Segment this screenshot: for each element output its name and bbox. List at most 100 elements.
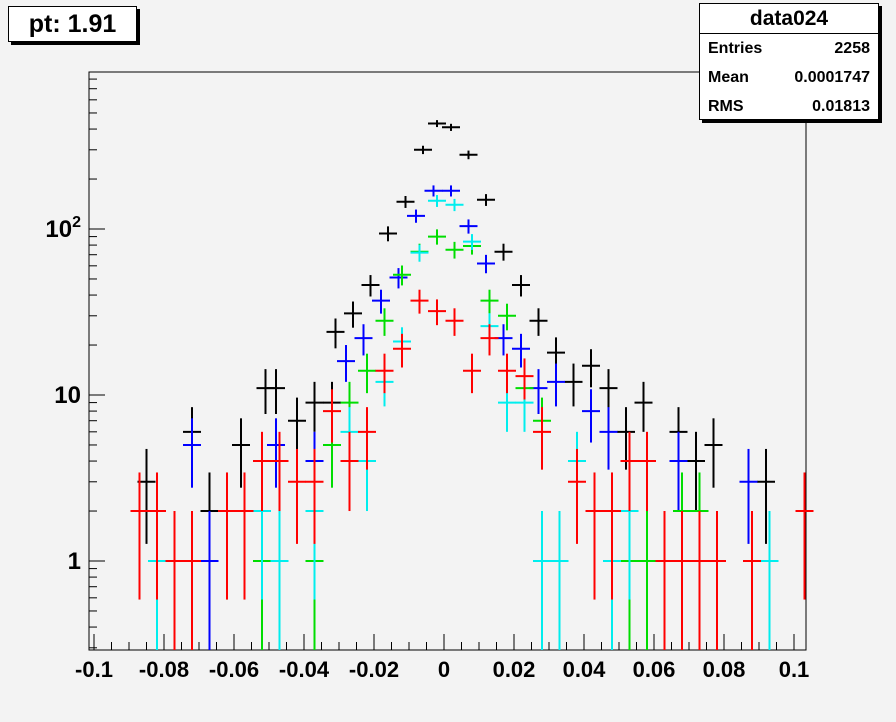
y-axis-minor-ticks (89, 78, 105, 649)
data-point (428, 299, 446, 326)
data-point (533, 511, 551, 650)
data-point (428, 195, 446, 207)
data-point (599, 407, 618, 470)
data-point (599, 369, 618, 414)
data-point (445, 198, 464, 212)
data-point (655, 511, 674, 650)
data-point (253, 431, 271, 512)
data-point (498, 303, 516, 331)
data-point (200, 511, 219, 650)
data-point (218, 472, 236, 600)
data-point (428, 120, 446, 128)
data-point (340, 431, 359, 512)
data-point (337, 345, 355, 382)
data-point (582, 389, 600, 443)
data-point (428, 229, 446, 245)
y-tick-label: 1 (68, 548, 81, 575)
data-point (585, 472, 604, 600)
data-point (515, 358, 534, 400)
stats-entries-label: Entries (708, 40, 763, 57)
data-point (550, 511, 569, 650)
data-point (389, 268, 408, 289)
data-point (477, 254, 495, 274)
data-point (760, 511, 779, 650)
stats-mean-label: Mean (708, 69, 749, 86)
data-point (235, 472, 254, 600)
data-point (529, 308, 548, 336)
data-point (463, 353, 481, 394)
data-point (463, 234, 481, 250)
data-point (564, 363, 583, 407)
x-axis-ticks: -0.1 -0.08 -0.06 -0.04 -0.02 0 0.02 0.04 0.06 0.0… (75, 634, 809, 682)
stats-row-entries: Entries 2258 (700, 34, 878, 63)
data-point (270, 431, 289, 512)
data-point (361, 275, 380, 297)
y-axis-ticks: 1 10 102 (45, 214, 81, 575)
x-tick-label: 0.04 (563, 657, 607, 682)
data-point (739, 448, 758, 544)
data-point (375, 308, 394, 336)
data-point (547, 363, 565, 407)
data-point (687, 431, 705, 512)
data-point (424, 185, 443, 197)
data-point (165, 511, 184, 650)
data-point (634, 381, 653, 432)
data-point (379, 226, 397, 242)
y-tick-label: 10 (54, 382, 81, 409)
data-point (375, 353, 394, 394)
data-point (358, 353, 376, 394)
data-point (708, 511, 726, 650)
x-tick-label: -0.08 (139, 657, 189, 682)
data-point (512, 333, 530, 368)
data-point (396, 195, 415, 208)
data-point (480, 289, 499, 314)
data-point (323, 389, 341, 443)
data-point (354, 324, 373, 356)
y-tick-label: 102 (45, 214, 81, 243)
data-point (459, 150, 478, 160)
data-point (638, 431, 656, 512)
data-point (445, 308, 464, 336)
data-series (130, 120, 814, 650)
x-tick-label: 0 (438, 657, 450, 682)
x-tick-label: -0.06 (209, 657, 259, 682)
data-point (148, 472, 166, 600)
plot-title: pt: 1.91 (8, 6, 137, 42)
data-point (232, 418, 250, 488)
data-point (617, 407, 635, 470)
data-point (410, 244, 429, 262)
data-point (477, 194, 495, 206)
data-point (582, 349, 600, 388)
data-point (410, 289, 429, 314)
data-point (442, 185, 460, 197)
data-point (459, 219, 478, 234)
data-point (358, 407, 376, 470)
data-point (267, 418, 285, 488)
data-point (533, 407, 551, 470)
x-tick-label: -0.04 (279, 657, 330, 682)
x-tick-label: 0.06 (633, 657, 676, 682)
data-point (757, 448, 775, 544)
data-point (498, 353, 516, 394)
data-point (183, 418, 201, 488)
data-point (669, 431, 688, 512)
stats-rms-value: 0.01813 (812, 98, 870, 115)
data-point (512, 275, 530, 297)
x-tick-label: 0.08 (703, 657, 746, 682)
stats-entries-value: 2258 (834, 40, 870, 57)
data-point (690, 511, 709, 650)
data-point (638, 511, 656, 650)
stats-mean-value: 0.0001747 (794, 69, 870, 86)
data-point (620, 431, 639, 512)
data-point (442, 123, 460, 131)
data-point (270, 511, 289, 650)
data-point (795, 472, 814, 600)
data-point (305, 448, 324, 544)
data-point (344, 301, 362, 328)
data-point (288, 397, 306, 455)
stats-row-mean: Mean 0.0001747 (700, 63, 878, 92)
data-point (414, 145, 432, 155)
data-point (568, 448, 586, 544)
data-point (494, 243, 513, 261)
